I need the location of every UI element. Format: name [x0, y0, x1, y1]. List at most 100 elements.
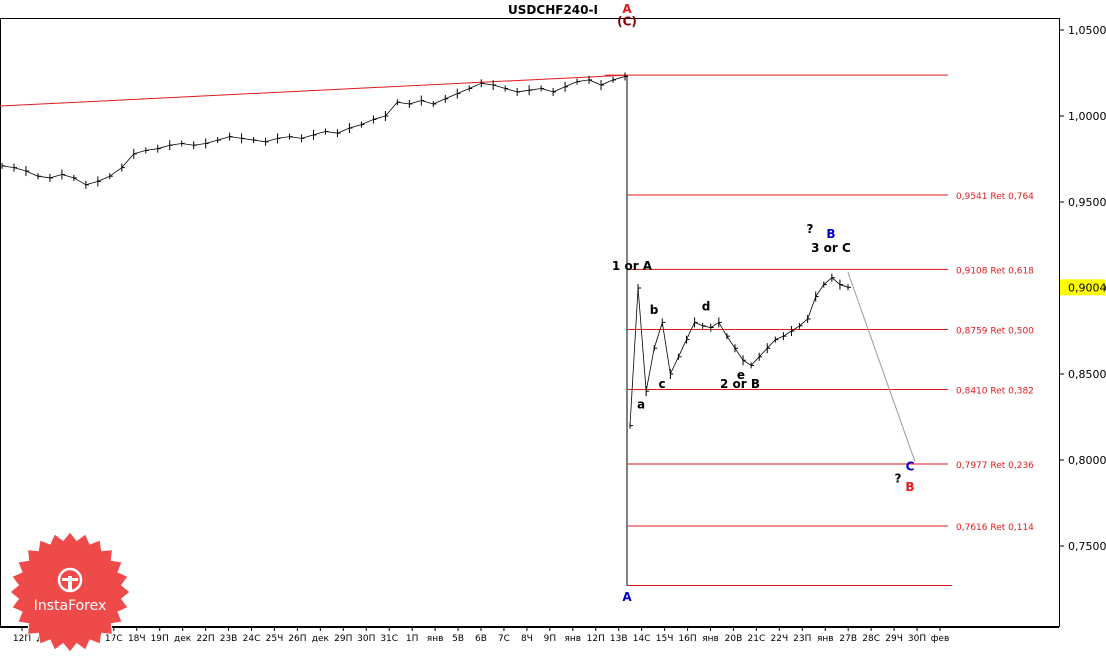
price-path-segment	[85, 180, 98, 186]
wave-label: B	[905, 480, 914, 494]
instaforex-logo: InstaForex	[9, 531, 131, 653]
fib-level-label: 0,8759 Ret 0,500	[956, 326, 1034, 336]
wave-label: 3 or C	[811, 241, 851, 255]
price-path-segment	[217, 136, 230, 141]
x-tick-label: 30П	[357, 634, 375, 644]
price-path-segment	[839, 284, 849, 288]
wave-label: ?	[895, 471, 902, 485]
price-path-segment	[253, 139, 266, 143]
price-path-segment	[73, 177, 87, 186]
y-tick-label: 0,9500	[1068, 196, 1106, 209]
fib-level-label: 0,9108 Ret 0,618	[956, 266, 1034, 276]
x-tick-label: 28С	[862, 634, 880, 644]
x-tick-label: 29Ч	[885, 634, 903, 644]
x-tick-label: 15Ч	[656, 634, 674, 644]
price-path-segment	[25, 170, 39, 177]
x-tick-label: 27В	[839, 634, 857, 644]
price-path-segment	[588, 79, 602, 86]
x-tick-label: дек	[312, 634, 330, 644]
price-path-segment	[13, 167, 27, 172]
wave-label: a	[637, 397, 645, 411]
x-tick-label: 12П	[587, 634, 605, 644]
price-path-segment	[457, 88, 470, 95]
x-tick-label: 22П	[196, 634, 214, 644]
x-tick-label: 16П	[678, 634, 696, 644]
price-path-segment	[815, 284, 825, 297]
fib-level-label: 0,7616 Ret 0,114	[956, 523, 1034, 533]
price-path-segment	[157, 144, 170, 150]
x-tick-label: 7С	[498, 634, 510, 644]
price-path-segment	[49, 174, 63, 179]
y-tick-label: 0,8000	[1068, 454, 1106, 467]
price-path-segment	[726, 335, 736, 349]
price-path-segment	[541, 88, 554, 93]
price-path-segment	[517, 89, 530, 93]
wave-label: d	[702, 299, 711, 313]
price-path-segment	[109, 167, 123, 177]
price-path-segment	[637, 287, 647, 392]
price-path-segment	[397, 101, 410, 105]
price-path-segment	[718, 322, 728, 337]
price-path-segment	[629, 287, 639, 426]
price-path-segment	[783, 330, 792, 337]
price-path-segment	[241, 137, 254, 141]
price-path-segment	[775, 335, 784, 340]
price-path-segment	[577, 79, 590, 82]
y-tick-label: 0,8500	[1068, 368, 1106, 381]
x-tick-label: 21С	[748, 634, 766, 644]
price-path-segment	[121, 153, 135, 168]
fib-level-label: 0,9541 Ret 0,764	[956, 192, 1034, 202]
price-path-segment	[750, 356, 760, 366]
price-path-segment	[670, 356, 679, 375]
x-tick-label: 23В	[220, 634, 238, 644]
x-tick-label: янв	[702, 634, 719, 644]
wave-label: A	[622, 2, 632, 16]
wave-label: ?	[807, 222, 814, 236]
price-path-segment	[529, 88, 542, 91]
price-path-segment	[169, 143, 182, 146]
price-path-segment	[37, 175, 50, 179]
price-path-segment	[229, 136, 242, 139]
price-path-segment	[678, 339, 687, 357]
fib-level-label: 0,8410 Ret 0,382	[956, 386, 1034, 396]
price-path-segment	[361, 119, 374, 125]
price-path-segment	[385, 101, 398, 117]
price-path-segment	[265, 137, 278, 143]
wave-label: (C)	[617, 15, 637, 29]
price-path-segment	[653, 322, 663, 349]
price-path-segment	[181, 143, 194, 146]
price-path-segment	[493, 84, 506, 89]
x-tick-label: 19П	[151, 634, 169, 644]
price-path-segment	[758, 347, 768, 358]
x-tick-label: 9П	[544, 634, 557, 644]
price-path-segment	[645, 348, 655, 392]
current-price-label: 0,9004	[1068, 281, 1106, 294]
price-path-segment	[831, 277, 841, 285]
y-tick-label: 1,0000	[1068, 110, 1106, 123]
x-tick-label: 18Ч	[128, 634, 146, 644]
x-tick-label: 22Ч	[771, 634, 789, 644]
chart-title: USDCHF240-I	[508, 3, 598, 17]
price-path-segment	[373, 115, 386, 120]
price-path-segment	[710, 322, 720, 328]
y-tick-label: 0,7500	[1068, 540, 1106, 553]
price-path-segment	[564, 81, 578, 88]
price-path-segment	[61, 174, 74, 179]
x-tick-label: 23П	[793, 634, 811, 644]
y-tick-label: 1,0500	[1068, 24, 1106, 37]
price-path-segment	[277, 136, 290, 139]
price-path-segment	[445, 93, 458, 100]
logo-text: InstaForex	[34, 598, 107, 614]
price-path-segment	[337, 127, 350, 134]
price-path-segment	[325, 131, 338, 134]
x-tick-label: 26П	[288, 634, 306, 644]
wave-label: A	[622, 590, 632, 604]
current-price-tag	[1060, 279, 1105, 296]
x-tick-label: 31С	[380, 634, 398, 644]
x-tick-label: 29П	[334, 634, 352, 644]
x-tick-label: 24С	[243, 634, 261, 644]
price-path-segment	[349, 124, 362, 129]
price-path-segment	[97, 175, 110, 182]
price-path-segment	[686, 322, 695, 340]
price-path-segment	[766, 339, 776, 349]
